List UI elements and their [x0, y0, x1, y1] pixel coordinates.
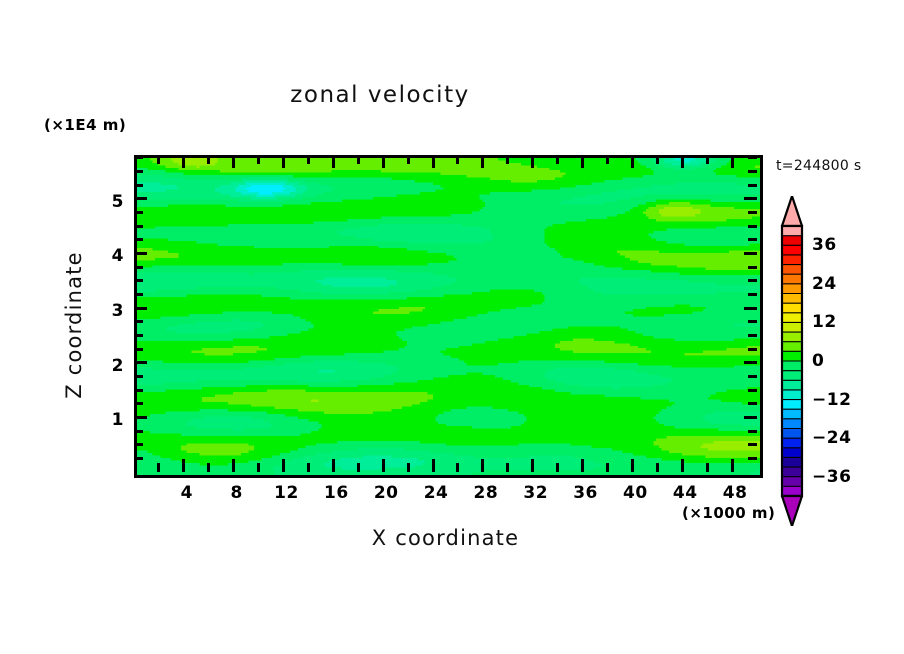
x-tick-label: 20 [373, 483, 399, 503]
colorbar-swatch [782, 409, 802, 420]
page-title: zonal velocity [290, 82, 470, 108]
colorbar-swatch [782, 303, 802, 314]
colorbar-swatch [782, 293, 802, 304]
colorbar-under-arrow [780, 494, 804, 526]
contour-field [137, 158, 760, 475]
colorbar-swatch [782, 418, 802, 429]
colorbar-swatch [782, 332, 802, 343]
colorbar-swatch [782, 264, 802, 275]
colorbar-swatches [780, 196, 804, 526]
x-tick-label: 36 [573, 483, 598, 503]
colorbar-swatch [782, 322, 802, 333]
colorbar-swatch [782, 447, 802, 458]
y-tick-label: 1 [111, 410, 124, 431]
colorbar-swatch [782, 370, 802, 381]
colorbar-swatch [782, 254, 802, 265]
contour-plot-area [134, 155, 763, 478]
colorbar-swatch [782, 226, 802, 237]
colorbar [778, 196, 808, 526]
x-tick-label: 16 [324, 483, 349, 503]
y-axis-unit-label: (×1E4 m) [44, 116, 127, 134]
colorbar-swatch [782, 476, 802, 487]
colorbar-swatch [782, 467, 802, 478]
colorbar-tick-label: 12 [812, 312, 837, 333]
x-tick-label: 44 [672, 483, 698, 503]
y-tick-label: 4 [111, 246, 124, 267]
colorbar-swatch [782, 399, 802, 410]
x-axis-unit-label: (×1000 m) [682, 504, 776, 522]
y-tick-label: 3 [111, 301, 124, 322]
colorbar-swatch [782, 283, 802, 294]
colorbar-swatch [782, 341, 802, 352]
x-tick-label: 28 [473, 483, 499, 503]
colorbar-tick-label: −12 [812, 389, 852, 410]
timestamp-annotation: t=244800 s [776, 158, 862, 174]
y-tick-label: 5 [111, 191, 124, 212]
colorbar-tick-label: −24 [812, 428, 852, 449]
x-axis-title: X coordinate [371, 526, 520, 550]
x-tick-label: 8 [230, 483, 243, 503]
colorbar-swatch [782, 361, 802, 372]
colorbar-swatch [782, 389, 802, 400]
colorbar-swatch [782, 428, 802, 439]
colorbar-swatch [782, 438, 802, 449]
colorbar-over-arrow [780, 196, 804, 228]
colorbar-tick-label: 24 [812, 273, 837, 294]
colorbar-tick-label: −36 [812, 466, 852, 487]
y-axis-title: Z coordinate [62, 251, 86, 399]
y-tick-label: 2 [111, 355, 124, 376]
colorbar-swatch [782, 351, 802, 362]
colorbar-swatch [782, 380, 802, 391]
colorbar-swatch [782, 486, 802, 497]
x-tick-label: 32 [523, 483, 549, 503]
x-tick-label: 40 [623, 483, 648, 503]
colorbar-swatch [782, 235, 802, 246]
colorbar-swatch [782, 274, 802, 285]
colorbar-swatch [782, 457, 802, 468]
colorbar-swatch [782, 312, 802, 323]
x-tick-label: 4 [180, 483, 193, 503]
x-tick-label: 48 [722, 483, 748, 503]
x-tick-label: 12 [274, 483, 299, 503]
colorbar-tick-label: 0 [812, 351, 825, 371]
colorbar-swatch [782, 245, 802, 256]
x-tick-label: 24 [423, 483, 449, 503]
colorbar-tick-label: 36 [812, 235, 837, 256]
